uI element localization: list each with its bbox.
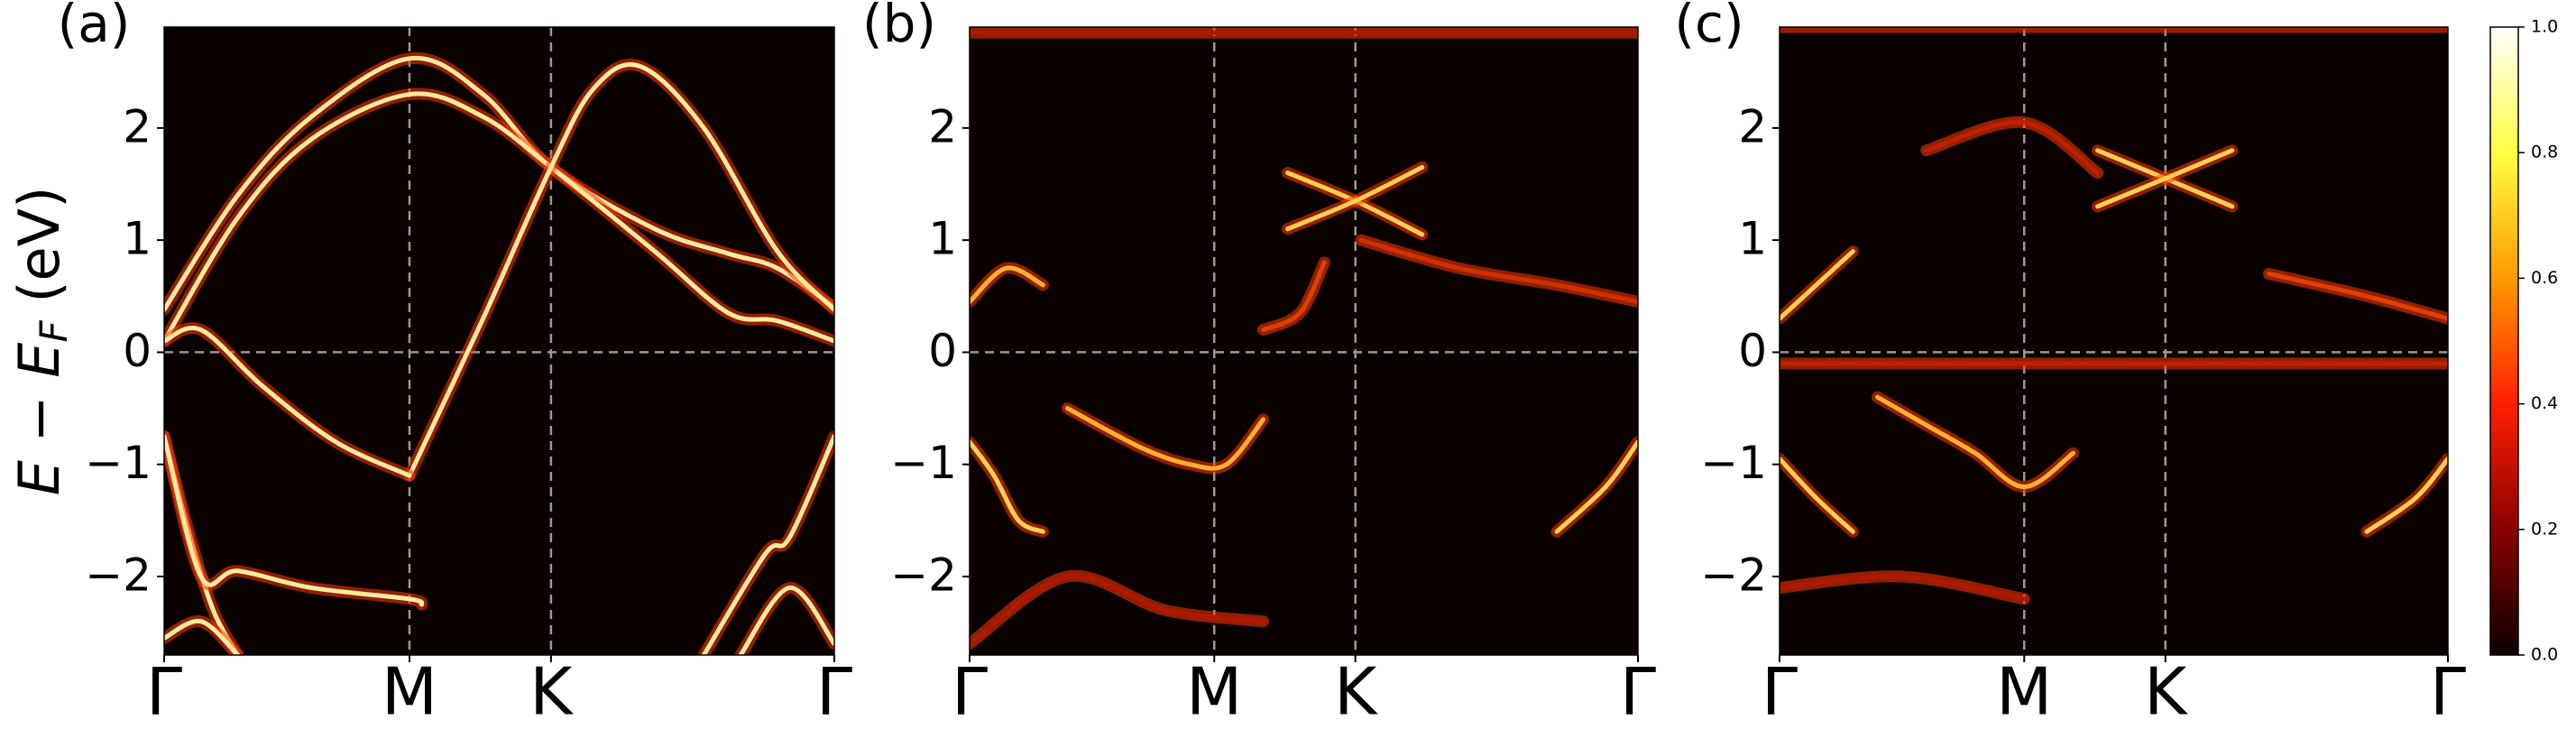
y-tick-label: 0 — [1738, 325, 1767, 377]
band — [164, 91, 834, 344]
y-tick-label: 1 — [123, 213, 152, 265]
plot-area — [970, 27, 1638, 655]
plot-frame — [969, 26, 1639, 656]
band — [164, 326, 412, 478]
y-tick-label: −1 — [890, 437, 957, 489]
y-tick-label: −2 — [890, 549, 957, 602]
colorbar-tick-label: 0.4 — [2531, 393, 2558, 413]
x-tick-label: Γ — [1620, 654, 1656, 729]
x-tick-label: K — [2144, 654, 2188, 729]
y-tick-label: 0 — [928, 325, 957, 377]
colorbar — [2489, 26, 2519, 656]
y-label-ref: E — [6, 342, 72, 378]
plot-background — [1780, 27, 2448, 655]
plot-frame — [1779, 26, 2449, 656]
x-tick-label: M — [1996, 654, 2052, 729]
colorbar-tick-label: 0.6 — [2531, 268, 2558, 288]
band — [2266, 271, 2448, 321]
x-tick-label: M — [1186, 654, 1242, 729]
band — [1554, 439, 1638, 534]
x-tick-label: Γ — [1762, 654, 1798, 729]
colorbar-tick-label: 0.8 — [2531, 143, 2558, 162]
band — [1780, 574, 2027, 602]
band — [1874, 394, 2075, 490]
band — [1358, 237, 1638, 304]
colorbar-tick-label: 0.0 — [2531, 645, 2558, 665]
band — [970, 265, 1045, 304]
y-tick-label: 2 — [928, 100, 957, 152]
panel-title: (a) — [58, 0, 131, 54]
band — [164, 618, 241, 655]
x-tick-label: Γ — [952, 654, 988, 729]
x-tick-label: K — [1334, 654, 1378, 729]
y-tick-label: −1 — [85, 437, 152, 489]
colorbar-tick-label: 1.0 — [2531, 17, 2558, 37]
y-label-unit: (eV) — [6, 187, 72, 321]
y-axis-label: E − EF (eV) — [6, 187, 75, 496]
y-tick-label: −2 — [1700, 549, 1767, 602]
band — [1780, 249, 1855, 321]
plot-frame — [163, 26, 835, 656]
band — [970, 573, 1265, 647]
y-label-sub: F — [32, 320, 76, 343]
band — [407, 62, 834, 478]
band — [1064, 406, 1265, 471]
plot-area — [164, 27, 834, 655]
band — [738, 585, 834, 655]
band — [2364, 457, 2448, 534]
panel-title: (c) — [1674, 0, 1743, 54]
y-label-minus: − — [6, 378, 72, 460]
band — [1780, 457, 1855, 534]
panel-title: (b) — [862, 0, 936, 54]
band — [1285, 164, 1425, 232]
band — [1260, 260, 1327, 333]
y-tick-label: −2 — [85, 549, 152, 602]
y-tick-label: 2 — [1738, 100, 1767, 152]
y-tick-label: 0 — [123, 325, 152, 377]
band — [1924, 119, 2101, 176]
band — [164, 55, 834, 312]
plot-background — [970, 27, 1638, 655]
x-tick-label: K — [529, 654, 574, 729]
band — [970, 439, 1045, 534]
x-tick-label: Γ — [146, 654, 182, 729]
y-tick-label: 1 — [928, 213, 957, 265]
band — [2095, 148, 2235, 209]
x-tick-label: Γ — [816, 654, 852, 729]
band — [164, 434, 425, 607]
y-label-var: E — [6, 459, 72, 495]
y-tick-label: 2 — [123, 100, 152, 152]
x-tick-label: M — [382, 654, 437, 729]
x-tick-label: Γ — [2430, 654, 2466, 729]
y-tick-label: −1 — [1700, 437, 1767, 489]
colorbar-tick-label: 0.2 — [2531, 519, 2558, 539]
band — [701, 434, 834, 655]
y-tick-label: 1 — [1738, 213, 1767, 265]
plot-area — [1780, 27, 2448, 655]
